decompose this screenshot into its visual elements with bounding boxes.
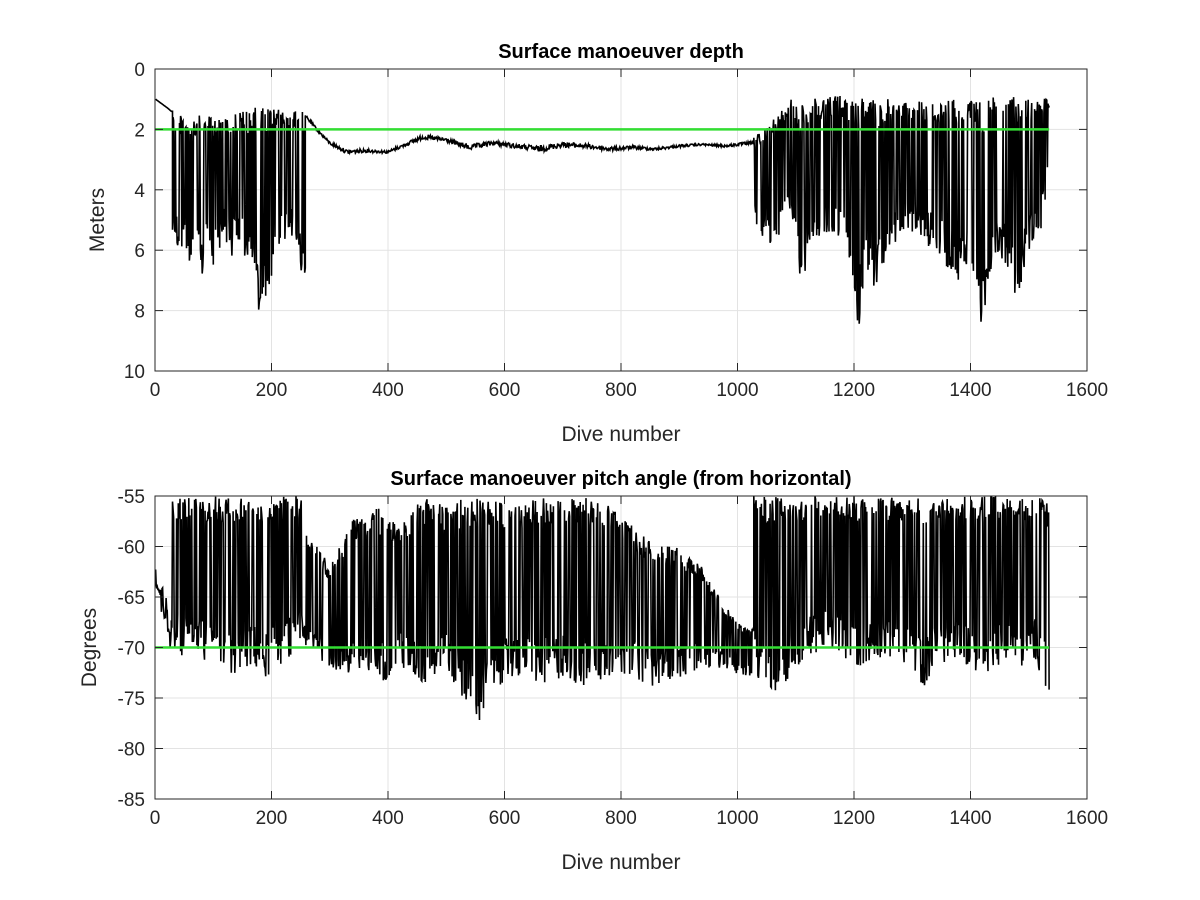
depth-x-tick-label: 800 (605, 380, 637, 401)
depth-x-tick-label: 0 (150, 380, 161, 401)
depth-y-axis-label: Meters (86, 188, 109, 252)
depth-x-tick-label: 600 (489, 380, 521, 401)
depth-y-tick-label: 8 (134, 302, 145, 323)
pitch-y-tick-label: -70 (118, 639, 145, 660)
depth-x-tick-label: 400 (372, 380, 404, 401)
depth-data-line (155, 95, 1050, 324)
depth-ticks: 0 200 400 600 800 1000 1200 1400 1600 0 2 4 6 8 10 (124, 60, 1108, 401)
depth-series (155, 95, 1050, 324)
pitch-x-tick-label: 600 (489, 808, 521, 829)
depth-subplot: 0 200 400 600 800 1000 1200 1400 1600 0 2 4 6 8 10 Sur… (86, 41, 1108, 446)
pitch-y-tick-label: -55 (118, 487, 145, 508)
pitch-series (155, 496, 1050, 721)
depth-x-axis-label: Dive number (561, 423, 680, 446)
pitch-x-tick-label: 1200 (833, 808, 875, 829)
depth-x-tick-label: 1600 (1066, 380, 1108, 401)
depth-y-tick-label: 0 (134, 60, 145, 81)
depth-x-tick-label: 1000 (716, 380, 758, 401)
depth-y-tick-label: 10 (124, 362, 145, 383)
pitch-ticks: 0 200 400 600 800 1000 1200 1400 1600 -55 -60 -65 -7… (118, 487, 1109, 829)
pitch-y-tick-label: -80 (118, 740, 145, 761)
pitch-subplot: 0 200 400 600 800 1000 1200 1400 1600 -55 -60 -65 -7… (78, 468, 1108, 874)
pitch-y-axis-label: Degrees (78, 608, 101, 687)
pitch-x-tick-label: 1600 (1066, 808, 1108, 829)
pitch-x-tick-label: 400 (372, 808, 404, 829)
depth-x-tick-label: 200 (256, 380, 288, 401)
pitch-x-tick-label: 0 (150, 808, 161, 829)
pitch-y-tick-label: -65 (118, 588, 145, 609)
pitch-chart-title: Surface manoeuver pitch angle (from hori… (390, 468, 851, 490)
depth-chart-title: Surface manoeuver depth (498, 41, 744, 63)
pitch-x-tick-label: 200 (256, 808, 288, 829)
pitch-data-line (155, 496, 1050, 721)
pitch-x-tick-label: 1400 (949, 808, 991, 829)
depth-x-tick-label: 1400 (949, 380, 991, 401)
depth-x-tick-label: 1200 (833, 380, 875, 401)
pitch-x-tick-label: 1000 (716, 808, 758, 829)
depth-y-tick-label: 6 (134, 241, 145, 262)
depth-y-tick-label: 2 (134, 120, 145, 141)
pitch-y-tick-label: -85 (118, 790, 145, 811)
pitch-x-tick-label: 800 (605, 808, 637, 829)
pitch-y-tick-label: -60 (118, 538, 145, 559)
pitch-x-axis-label: Dive number (561, 851, 680, 874)
pitch-y-tick-label: -75 (118, 689, 145, 710)
depth-y-tick-label: 4 (134, 181, 145, 202)
